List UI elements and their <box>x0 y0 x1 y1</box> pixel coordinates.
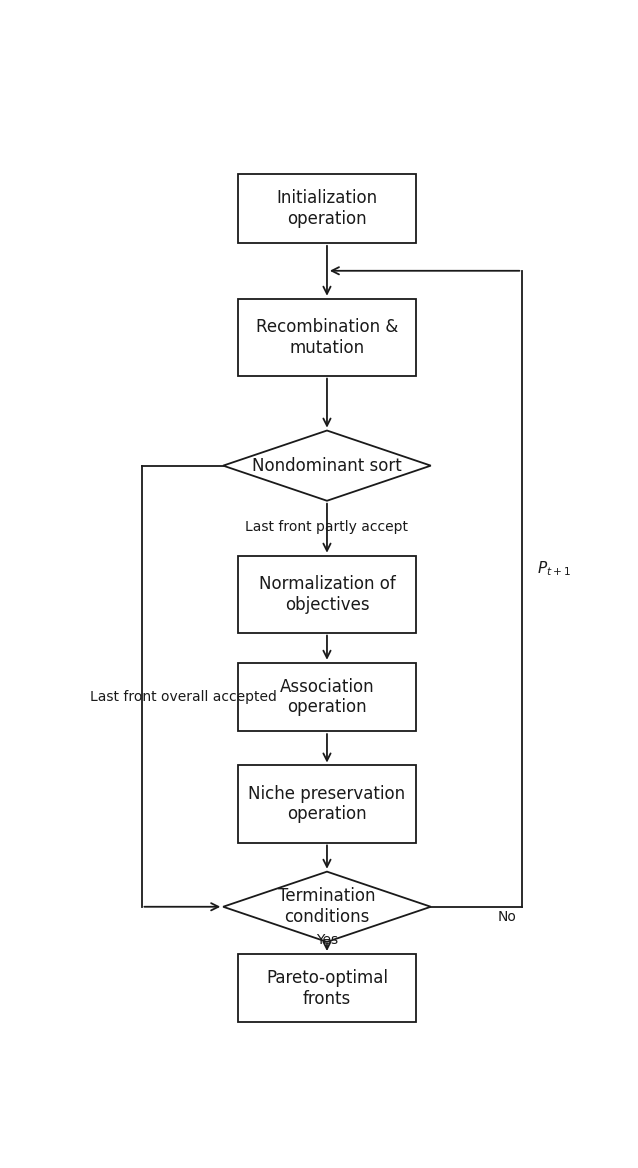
Polygon shape <box>223 431 431 501</box>
FancyBboxPatch shape <box>238 954 416 1022</box>
FancyBboxPatch shape <box>238 299 416 376</box>
Text: Niche preservation
operation: Niche preservation operation <box>248 785 406 823</box>
Text: Normalization of
objectives: Normalization of objectives <box>258 575 396 613</box>
FancyBboxPatch shape <box>238 174 416 243</box>
Text: Last front partly accept: Last front partly accept <box>246 520 408 534</box>
FancyBboxPatch shape <box>238 765 416 842</box>
Text: Last front overall accepted: Last front overall accepted <box>89 690 276 704</box>
Polygon shape <box>223 871 431 941</box>
Text: Nondominant sort: Nondominant sort <box>252 457 402 474</box>
Text: Termination
conditions: Termination conditions <box>278 888 376 926</box>
Text: No: No <box>498 910 516 924</box>
Text: Pareto-optimal
fronts: Pareto-optimal fronts <box>266 968 388 1008</box>
Text: Initialization
operation: Initialization operation <box>276 189 378 228</box>
Text: $P_{t+1}$: $P_{t+1}$ <box>537 559 571 578</box>
Text: Recombination &
mutation: Recombination & mutation <box>256 318 398 356</box>
Text: Yes: Yes <box>316 933 338 947</box>
FancyBboxPatch shape <box>238 662 416 731</box>
FancyBboxPatch shape <box>238 556 416 633</box>
Text: Association
operation: Association operation <box>279 677 375 716</box>
